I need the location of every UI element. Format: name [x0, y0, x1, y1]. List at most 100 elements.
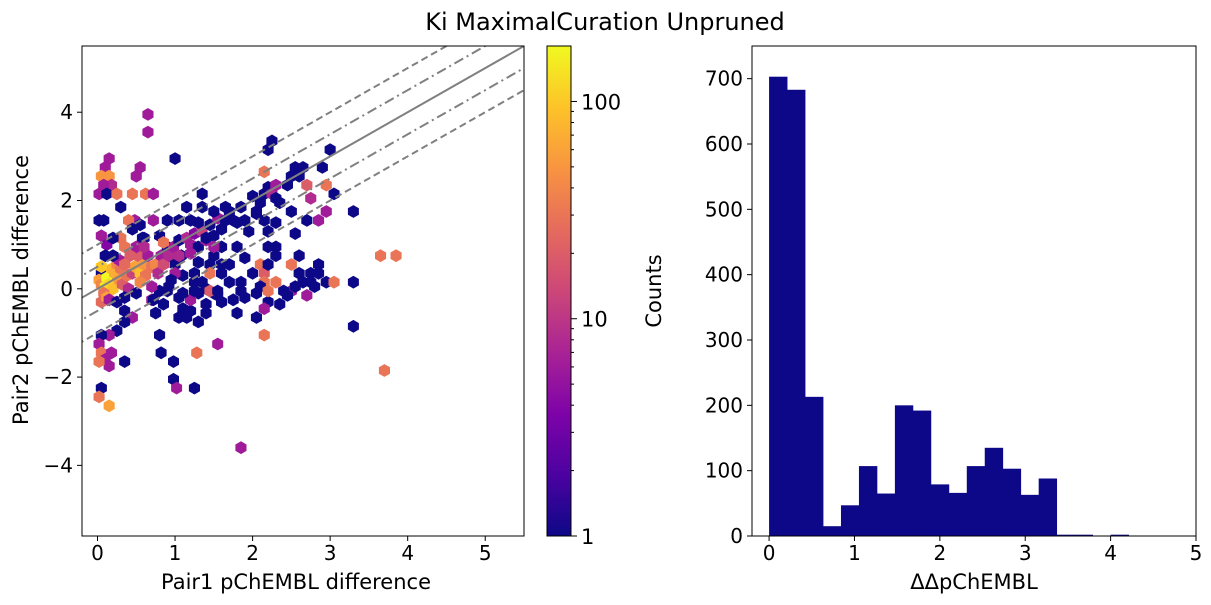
hexbin-x-tick-label: 5 — [479, 541, 492, 565]
hexbin-cell — [347, 319, 359, 333]
hexbin-cell — [124, 249, 136, 263]
hexbin-cell — [250, 311, 262, 324]
hexbin-x-ticks: 0 1 2 3 4 5 — [91, 536, 492, 565]
hexbin-cell — [262, 240, 274, 254]
hexbin-cell — [239, 251, 251, 265]
hexbin-x-tick-label: 1 — [169, 541, 182, 565]
hexbin-cell — [103, 399, 115, 413]
hexbin-cell — [130, 286, 142, 300]
hexbin-cell — [235, 275, 247, 289]
hexbin-cell — [103, 359, 115, 373]
hexbin-cell — [313, 258, 325, 271]
hexbin-cell — [223, 275, 235, 289]
hexbin-cell — [262, 284, 274, 298]
histogram-axes-frame — [751, 45, 1197, 537]
histogram-x-tick-label: 0 — [763, 541, 776, 565]
histogram-bar — [822, 526, 842, 536]
colorbar-label: Counts — [642, 254, 666, 327]
hexbin-cell — [192, 255, 204, 269]
hexbin-cell — [173, 311, 185, 324]
hexbin-cell — [328, 275, 340, 289]
hexbin-cell — [262, 258, 274, 271]
hexbin-cell — [320, 178, 332, 192]
hexbin-cell — [270, 249, 282, 263]
hexbin-cell — [204, 266, 216, 280]
hexbin-cell — [196, 187, 208, 201]
hexbin-y-axis-label: Pair2 pChEMBL difference — [9, 155, 33, 425]
hexbin-cell — [157, 297, 169, 311]
hexbin-cell — [171, 381, 183, 395]
histogram-x-ticks: 0 1 2 3 4 5 — [763, 536, 1202, 565]
hexbin-cell — [250, 205, 262, 218]
colorbar-ticks: 1 10 100 — [571, 90, 621, 549]
histogram-bar — [894, 405, 914, 536]
hexbin-cell — [98, 214, 110, 227]
hexbin-cell — [138, 231, 150, 245]
histogram-bar — [930, 484, 950, 536]
hexbin-cell — [316, 161, 328, 174]
hexbin-cell — [289, 227, 301, 240]
histogram-y-tick-label: 300 — [705, 328, 743, 352]
colorbar-tick-label: 100 — [581, 90, 621, 114]
hexbin-cell — [216, 295, 228, 309]
histogram-x-axis-label: ΔΔpChEMBL — [910, 570, 1038, 594]
hexbin-cell — [235, 441, 247, 455]
figure-title: Ki MaximalCuration Unpruned — [425, 8, 785, 36]
hexbin-cell — [258, 328, 270, 342]
histogram-bar — [912, 410, 932, 536]
histogram-x-tick-label: 3 — [1019, 541, 1032, 565]
hexbin-cell — [347, 205, 359, 218]
hexbin-cell — [115, 200, 127, 214]
hexbin-cell — [301, 289, 313, 302]
hexbin-cell — [168, 355, 179, 368]
histogram-bar — [948, 492, 968, 536]
reference-lines — [82, 46, 524, 343]
hexbin-cell — [262, 225, 274, 238]
hexbin-cell — [126, 187, 138, 201]
hexbin-cell — [378, 364, 390, 377]
hexbin-cell — [101, 187, 113, 201]
hexbin-cell — [155, 346, 167, 360]
hexbin-y-tick-label: 4 — [60, 100, 73, 124]
reference-line — [82, 88, 524, 343]
hexbin-cell — [293, 249, 305, 263]
hexbin-cell — [163, 249, 175, 263]
hexbin-cell — [95, 260, 107, 274]
histogram-y-tick-label: 100 — [705, 459, 743, 483]
hexbin-cell — [289, 280, 301, 293]
hexbin-cell — [157, 258, 169, 271]
hexbin-cell — [146, 280, 158, 293]
histogram-bar — [966, 466, 986, 536]
hexbin-cell — [147, 293, 159, 307]
hexbin-cell — [173, 249, 185, 263]
hexbin-cell — [147, 214, 159, 227]
hexbin-cell — [200, 297, 212, 311]
histogram-bar — [1020, 494, 1040, 536]
histogram-y-tick-label: 500 — [705, 197, 743, 221]
hexbin-cell — [142, 108, 154, 121]
hexbin-cell — [142, 125, 154, 139]
colorbar-tick-label: 1 — [581, 525, 594, 549]
hexbin-cell — [375, 249, 387, 263]
histogram-bar — [1110, 534, 1129, 536]
hexbin-cell — [138, 240, 150, 254]
hexbin-cell — [313, 266, 325, 280]
hexbin-cell — [270, 191, 282, 205]
hexbin-cell — [134, 161, 146, 174]
hexbin-cell — [95, 229, 107, 243]
histogram-bar — [805, 396, 824, 536]
histogram-y-tick-label: 200 — [705, 393, 743, 417]
histogram-bar — [984, 447, 1004, 536]
hexbin-cell — [301, 214, 313, 227]
histogram-bars — [769, 76, 1129, 537]
histogram-y-tick-label: 0 — [730, 524, 743, 548]
histogram-y-tick-label: 600 — [705, 132, 743, 156]
histogram-y-tick-label: 700 — [705, 67, 743, 91]
hexbin-x-tick-label: 0 — [91, 541, 104, 565]
histogram-bar — [840, 505, 860, 536]
hexbin-cell — [191, 346, 203, 360]
hexbin-cell — [285, 258, 297, 271]
hexbin-cell — [313, 214, 325, 227]
